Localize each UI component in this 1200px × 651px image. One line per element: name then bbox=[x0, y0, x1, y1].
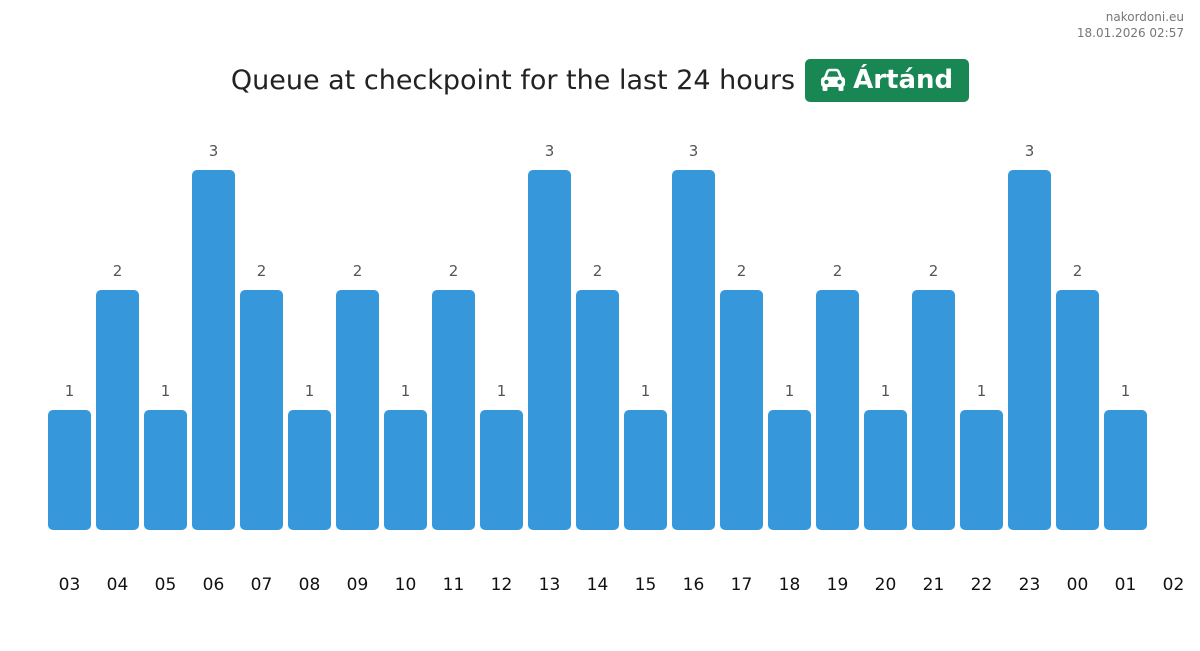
data-label-22: 1 bbox=[977, 382, 987, 400]
data-label-05: 1 bbox=[161, 382, 171, 400]
data-label-01: 1 bbox=[1121, 382, 1131, 400]
chart-header: Queue at checkpoint for the last 24 hour… bbox=[0, 58, 1200, 102]
bar-10 bbox=[384, 410, 427, 530]
x-tick-label-17: 17 bbox=[731, 575, 753, 595]
data-label-00: 2 bbox=[1073, 262, 1083, 280]
bar-14 bbox=[576, 290, 619, 530]
chart-title: Queue at checkpoint for the last 24 hour… bbox=[230, 64, 796, 96]
bar-19 bbox=[816, 290, 859, 530]
x-tick-label-11: 11 bbox=[443, 575, 465, 595]
x-tick-label-10: 10 bbox=[395, 575, 417, 595]
bar-08 bbox=[288, 410, 331, 530]
bar-09 bbox=[336, 290, 379, 530]
bar-01 bbox=[1104, 410, 1147, 530]
data-label-07: 2 bbox=[257, 262, 267, 280]
x-tick-label-18: 18 bbox=[779, 575, 801, 595]
checkpoint-name: Ártánd bbox=[853, 65, 954, 95]
bar-07 bbox=[240, 290, 283, 530]
x-tick-label-13: 13 bbox=[539, 575, 561, 595]
data-label-09: 2 bbox=[353, 262, 363, 280]
bar-23 bbox=[1008, 170, 1051, 530]
x-tick-label-16: 16 bbox=[683, 575, 705, 595]
bar-21 bbox=[912, 290, 955, 530]
watermark: nakordoni.eu 18.01.2026 02:57 bbox=[1077, 9, 1184, 41]
x-tick-label-23: 23 bbox=[1019, 575, 1041, 595]
x-tick-label-01: 01 bbox=[1115, 575, 1137, 595]
bar-16 bbox=[672, 170, 715, 530]
checkpoint-badge: Ártánd bbox=[805, 58, 970, 102]
data-label-20: 1 bbox=[881, 382, 891, 400]
data-label-06: 3 bbox=[209, 142, 219, 160]
x-tick-label-15: 15 bbox=[635, 575, 657, 595]
x-tick-label-05: 05 bbox=[155, 575, 177, 595]
data-label-21: 2 bbox=[929, 262, 939, 280]
bar-00 bbox=[1056, 290, 1099, 530]
data-label-11: 2 bbox=[449, 262, 459, 280]
x-tick-label-19: 19 bbox=[827, 575, 849, 595]
bar-12 bbox=[480, 410, 523, 530]
site-name: nakordoni.eu bbox=[1105, 10, 1184, 24]
bar-18 bbox=[768, 410, 811, 530]
x-tick-label-06: 06 bbox=[203, 575, 225, 595]
x-tick-label-02: 02 bbox=[1163, 575, 1185, 595]
x-tick-label-14: 14 bbox=[587, 575, 609, 595]
data-label-04: 2 bbox=[113, 262, 123, 280]
x-tick-label-00: 00 bbox=[1067, 575, 1089, 595]
x-tick-label-09: 09 bbox=[347, 575, 369, 595]
data-label-08: 1 bbox=[305, 382, 315, 400]
timestamp: 18.01.2026 02:57 bbox=[1076, 26, 1184, 40]
data-label-12: 1 bbox=[497, 382, 507, 400]
bar-04 bbox=[96, 290, 139, 530]
x-tick-label-04: 04 bbox=[107, 575, 129, 595]
data-label-03: 1 bbox=[65, 382, 75, 400]
bar-22 bbox=[960, 410, 1003, 530]
x-tick-label-12: 12 bbox=[491, 575, 513, 595]
data-label-15: 1 bbox=[641, 382, 651, 400]
data-label-13: 3 bbox=[545, 142, 555, 160]
bar-06 bbox=[192, 170, 235, 530]
data-label-23: 3 bbox=[1025, 142, 1035, 160]
car-icon bbox=[819, 68, 847, 92]
bar-11 bbox=[432, 290, 475, 530]
bar-17 bbox=[720, 290, 763, 530]
x-tick-label-03: 03 bbox=[59, 575, 81, 595]
bar-03 bbox=[48, 410, 91, 530]
data-label-19: 2 bbox=[833, 262, 843, 280]
data-label-17: 2 bbox=[737, 262, 747, 280]
bar-20 bbox=[864, 410, 907, 530]
x-tick-label-21: 21 bbox=[923, 575, 945, 595]
data-label-14: 2 bbox=[593, 262, 603, 280]
x-tick-label-22: 22 bbox=[971, 575, 993, 595]
x-tick-label-20: 20 bbox=[875, 575, 897, 595]
bar-13 bbox=[528, 170, 571, 530]
bar-05 bbox=[144, 410, 187, 530]
x-tick-label-08: 08 bbox=[299, 575, 321, 595]
data-label-18: 1 bbox=[785, 382, 795, 400]
bar-15 bbox=[624, 410, 667, 530]
data-label-16: 3 bbox=[689, 142, 699, 160]
x-tick-label-07: 07 bbox=[251, 575, 273, 595]
data-label-10: 1 bbox=[401, 382, 411, 400]
